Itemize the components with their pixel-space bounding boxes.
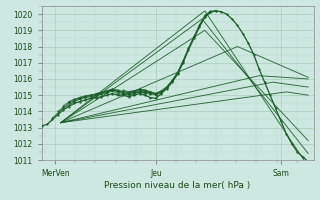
X-axis label: Pression niveau de la mer( hPa ): Pression niveau de la mer( hPa ): [104, 181, 251, 190]
